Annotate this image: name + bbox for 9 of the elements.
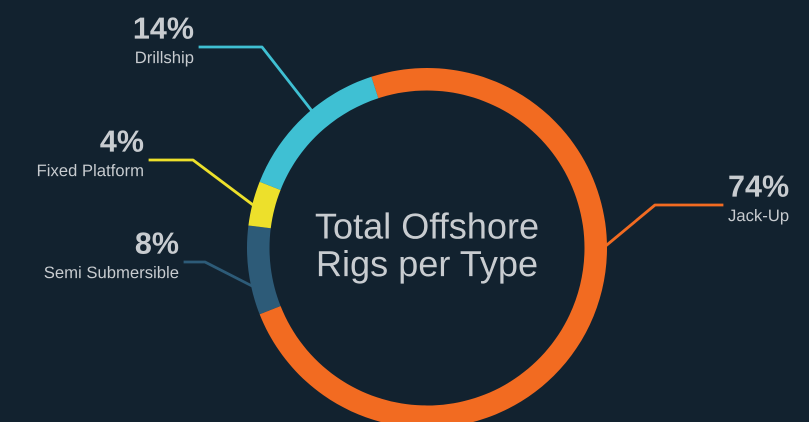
- data-label: 74%: [729, 175, 788, 197]
- slice-label: Fixed Platform: [38, 164, 143, 176]
- slice-label: Jack-Up: [728, 209, 788, 225]
- slice-label: Drillship: [136, 51, 194, 67]
- data-label: 8%: [136, 232, 178, 254]
- data-label: 4%: [100, 130, 144, 152]
- data-label: 14%: [134, 17, 194, 39]
- slice-label: Semi Submersible: [44, 266, 178, 278]
- text: Total Offshore Rigs per Type: [316, 212, 538, 284]
